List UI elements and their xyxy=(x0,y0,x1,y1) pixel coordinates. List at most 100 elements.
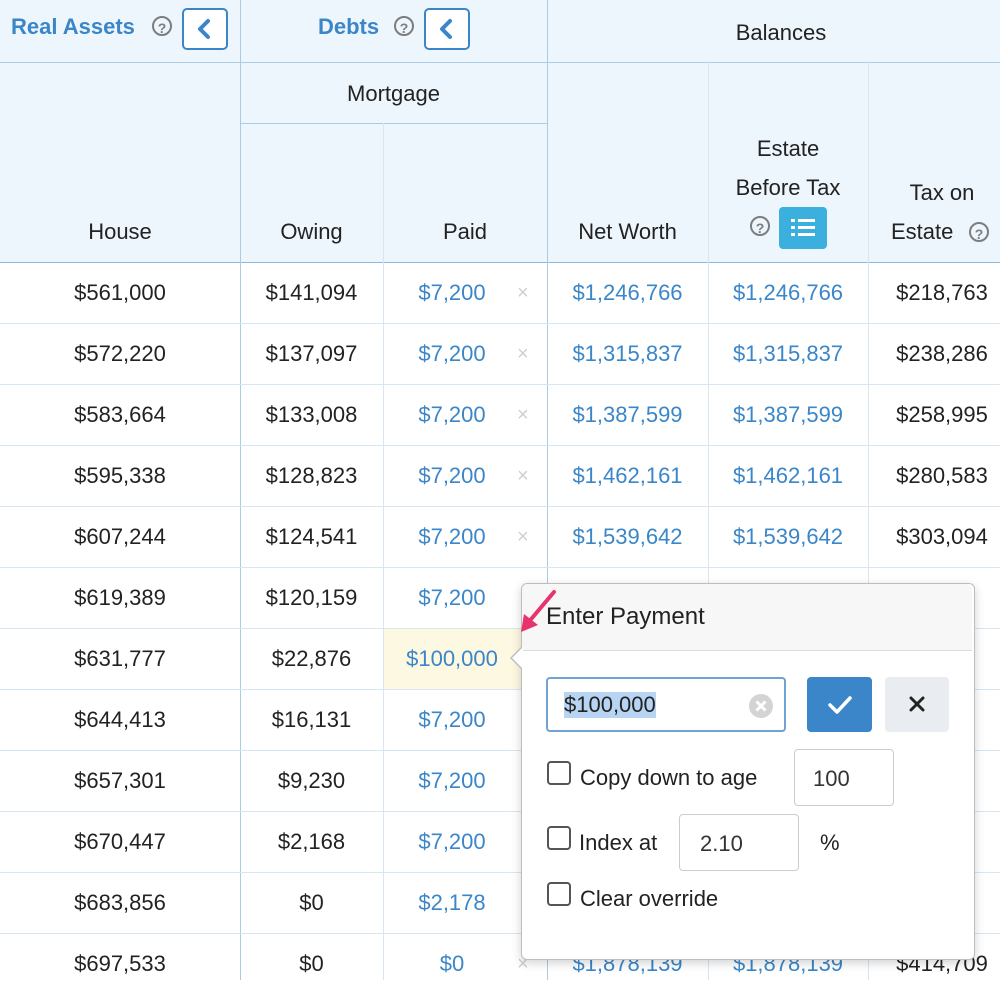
cell-estate[interactable]: $1,387,599 xyxy=(732,402,844,427)
cell-paid[interactable]: $7,200 xyxy=(418,829,486,854)
cell-owing: $16,131 xyxy=(271,707,352,732)
clear-override-icon[interactable]: × xyxy=(517,953,529,975)
cell-house: $657,301 xyxy=(74,768,166,793)
row-divider xyxy=(0,872,1000,873)
copy-down-age-value: 100 xyxy=(813,766,850,791)
list-icon xyxy=(791,219,815,236)
copy-down-age-input[interactable]: 100 xyxy=(794,749,894,806)
group-label-debts[interactable]: Debts xyxy=(318,14,380,39)
cell-estate[interactable]: $1,539,642 xyxy=(732,524,844,549)
cell-paid[interactable]: $7,200 xyxy=(418,585,486,610)
confirm-button[interactable] xyxy=(807,677,872,732)
cell-owing: $22,876 xyxy=(271,646,352,671)
cell-paid[interactable]: $7,200 xyxy=(418,402,486,427)
list-view-button[interactable] xyxy=(779,207,827,249)
cell-paid[interactable]: $2,178 xyxy=(418,890,486,915)
cell-paid[interactable]: $100,000 xyxy=(406,646,498,671)
column-header-tax-line1: Tax on xyxy=(909,180,975,205)
cell-owing: $0 xyxy=(299,951,324,976)
help-icon[interactable]: ? xyxy=(750,216,770,236)
clear-override-checkbox[interactable] xyxy=(547,882,571,906)
cancel-button[interactable] xyxy=(885,677,949,732)
cell-house: $644,413 xyxy=(74,707,166,732)
clear-override-icon[interactable]: × xyxy=(517,404,529,426)
clear-override-icon[interactable]: × xyxy=(517,465,529,487)
popover-title: Enter Payment xyxy=(546,603,705,630)
cell-owing: $2,168 xyxy=(277,829,346,854)
column-divider xyxy=(547,0,548,980)
annotation-arrow-icon xyxy=(521,590,556,632)
enter-payment-popover: Enter Payment $100,000 Copy down to age … xyxy=(510,583,975,960)
table-header-background xyxy=(0,0,1000,262)
help-icon[interactable]: ? xyxy=(394,16,414,36)
column-header-estate-line1: Estate xyxy=(756,136,820,161)
cell-net-worth[interactable]: $1,315,837 xyxy=(572,341,683,366)
popover-header: Enter Payment xyxy=(522,584,972,651)
index-checkbox[interactable] xyxy=(547,826,571,850)
help-icon[interactable]: ? xyxy=(152,16,172,36)
cell-net-worth[interactable]: $1,387,599 xyxy=(572,402,683,427)
cell-net-worth[interactable]: $1,246,766 xyxy=(572,280,683,305)
cell-net-worth[interactable]: $1,539,642 xyxy=(572,524,683,549)
cell-paid[interactable]: $7,200 xyxy=(418,341,486,366)
column-divider xyxy=(240,0,241,980)
header-divider xyxy=(240,123,547,124)
cell-paid[interactable]: $7,200 xyxy=(418,463,486,488)
column-header-house: House xyxy=(88,219,152,244)
group-label-balances: Balances xyxy=(735,20,827,45)
column-header-tax-line2: Estate xyxy=(891,219,954,244)
collapse-debts-button[interactable] xyxy=(424,8,470,50)
clear-override-icon[interactable]: × xyxy=(517,526,529,548)
copy-down-checkbox[interactable] xyxy=(547,761,571,785)
header-bottom-border xyxy=(0,262,1000,263)
cell-tax: $280,583 xyxy=(896,463,988,488)
help-icon[interactable]: ? xyxy=(969,222,989,242)
cell-house: $697,533 xyxy=(74,951,166,976)
cell-paid[interactable]: $7,200 xyxy=(418,707,486,732)
payment-input-value: $100,000 xyxy=(564,692,656,718)
subgroup-label-mortgage: Mortgage xyxy=(347,81,440,106)
collapse-real-assets-button[interactable] xyxy=(182,8,228,50)
cell-owing: $128,823 xyxy=(265,463,358,488)
cell-estate[interactable]: $1,246,766 xyxy=(732,280,844,305)
group-label-real-assets[interactable]: Real Assets xyxy=(11,14,135,39)
cell-estate[interactable]: $1,462,161 xyxy=(732,463,844,488)
cell-owing: $120,159 xyxy=(265,585,358,610)
payment-input[interactable]: $100,000 xyxy=(546,677,786,732)
cell-owing: $137,097 xyxy=(265,341,358,366)
cell-net-worth[interactable]: $1,462,161 xyxy=(572,463,683,488)
row-divider xyxy=(0,689,1000,690)
clear-override-icon[interactable]: × xyxy=(517,282,529,304)
index-rate-value: 2.10 xyxy=(700,831,743,856)
cell-estate[interactable]: $1,315,837 xyxy=(732,341,844,366)
cell-paid[interactable]: $7,200 xyxy=(418,280,486,305)
row-divider xyxy=(0,811,1000,812)
index-rate-input[interactable]: 2.10 xyxy=(679,814,799,871)
column-divider xyxy=(383,123,384,980)
row-divider xyxy=(0,384,1000,385)
cell-tax: $258,995 xyxy=(896,402,988,427)
cell-tax: $218,763 xyxy=(896,280,988,305)
cell-tax: $238,286 xyxy=(896,341,988,366)
cell-house: $619,389 xyxy=(74,585,166,610)
cell-paid[interactable]: $7,200 xyxy=(418,524,486,549)
row-divider xyxy=(0,445,1000,446)
cell-paid[interactable]: $0 xyxy=(439,951,465,976)
cell-paid[interactable]: $7,200 xyxy=(418,768,486,793)
cell-owing: $124,541 xyxy=(265,524,358,549)
header-divider xyxy=(0,62,1000,63)
row-divider xyxy=(0,628,1000,629)
clear-override-label: Clear override xyxy=(580,886,719,911)
column-header-net-worth: Net Worth xyxy=(578,219,677,244)
clear-input-icon[interactable] xyxy=(748,693,774,719)
row-divider xyxy=(0,567,1000,568)
row-divider xyxy=(0,750,1000,751)
popover-pointer-fill xyxy=(512,647,523,669)
cell-owing: $9,230 xyxy=(277,768,346,793)
clear-override-icon[interactable]: × xyxy=(517,343,529,365)
cell-owing: $141,094 xyxy=(265,280,358,305)
cell-house: $595,338 xyxy=(74,463,166,488)
cell-tax: $303,094 xyxy=(896,524,988,549)
cell-house: $683,856 xyxy=(74,890,166,915)
column-header-owing: Owing xyxy=(280,219,343,244)
